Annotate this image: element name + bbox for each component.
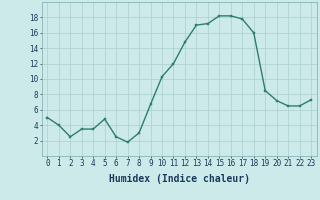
X-axis label: Humidex (Indice chaleur): Humidex (Indice chaleur)	[109, 174, 250, 184]
